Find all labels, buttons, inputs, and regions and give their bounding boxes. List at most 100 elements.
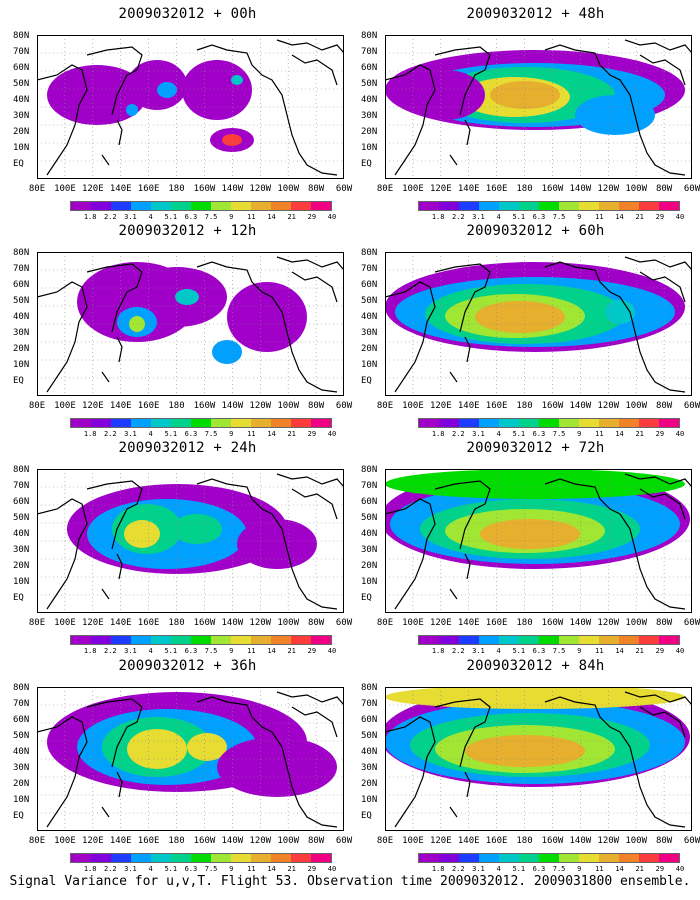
longitude-label: 140E (109, 401, 132, 411)
colorbar-label: 3.1 (472, 430, 485, 438)
variance-map (385, 35, 692, 179)
colorbar-swatch (599, 854, 619, 862)
colorbar-label: 21 (287, 213, 296, 221)
colorbar-swatch (539, 636, 559, 644)
longitude-label: 180 (516, 618, 533, 628)
colorbar-swatch (211, 636, 231, 644)
longitude-label: 140W (569, 184, 592, 194)
longitude-label: 120W (249, 184, 272, 194)
colorbar-label: 2.2 (103, 430, 117, 438)
map-panel: 2009032012 + 00h 80N 70N 60N 50N 40N 30N 20N 10N… (13, 5, 360, 223)
colorbar-label: 40 (327, 647, 337, 655)
coastline (86, 263, 143, 333)
variance-region (187, 733, 227, 761)
latitude-label: 70N (361, 481, 378, 491)
variance-region (172, 514, 222, 544)
panel-title: 2009032012 + 24h (118, 440, 257, 456)
longitude-label: 60W (683, 184, 700, 194)
colorbar-swatch (251, 419, 271, 427)
colorbar-swatch (539, 202, 559, 210)
colorbar-swatch (499, 636, 519, 644)
longitude-label: 100E (402, 184, 424, 194)
colorbar-swatch (271, 202, 291, 210)
longitude-label: 140E (457, 836, 480, 846)
colorbar-swatch (579, 202, 599, 210)
latitude-label: 40N (361, 529, 378, 539)
colorbar-label: 14 (615, 865, 624, 873)
colorbar-swatch (619, 202, 639, 210)
colorbar-swatch (579, 854, 599, 862)
map-panel: 2009032012 + 36h 80N 70N 60N 50N 40N 30N 20N 10N… (13, 657, 360, 875)
colorbar-label: 21 (287, 865, 296, 873)
colorbar-swatch (659, 419, 679, 427)
variance-region (237, 519, 317, 569)
coastline (624, 691, 692, 706)
colorbar-label: 21 (635, 647, 644, 655)
colorbar (418, 853, 680, 863)
map-frame (385, 687, 692, 831)
variance-map (385, 252, 692, 396)
colorbar-label: 4 (496, 647, 501, 655)
longitude-label: 160E (137, 836, 160, 846)
longitude-label: 160W (541, 184, 564, 194)
colorbar-swatch (619, 854, 639, 862)
longitude-label: 120E (81, 184, 104, 194)
colorbar-label: 6.3 (532, 865, 546, 873)
colorbar-label: 11 (247, 865, 256, 873)
colorbar-swatch (291, 419, 311, 427)
longitude-label: 80W (655, 618, 673, 628)
longitude-label: 100W (625, 401, 648, 411)
colorbar-label: 29 (655, 213, 665, 221)
coastline (544, 696, 686, 828)
variance-region (490, 81, 560, 109)
latitude-label: EQ (361, 811, 372, 821)
map-frame (37, 252, 344, 396)
latitude-label: 60N (13, 280, 30, 290)
colorbar-label: 7.5 (552, 430, 566, 438)
colorbar-swatch (599, 419, 619, 427)
latitude-label: 60N (13, 497, 30, 507)
colorbar-label: 2.2 (451, 213, 465, 221)
coastline (434, 698, 491, 768)
coastline (291, 706, 338, 738)
colorbar-label: 7.5 (204, 865, 218, 873)
colorbar-swatch (459, 202, 479, 210)
colorbar-swatch (151, 636, 171, 644)
colorbar-label: 7.5 (204, 430, 218, 438)
coastline (639, 54, 686, 86)
latitude-label: 10N (361, 577, 378, 587)
coastline (544, 478, 686, 610)
map-panel: 2009032012 + 48h 80N 70N 60N 50N 40N 30N 20N 10N… (361, 5, 700, 223)
colorbar-label: 29 (307, 213, 317, 221)
longitude-label: 120E (429, 836, 452, 846)
longitude-label: 140E (457, 618, 480, 628)
longitude-label: 160W (541, 401, 564, 411)
colorbar-label: 4 (148, 647, 153, 655)
colorbar-label: 9 (577, 647, 582, 655)
longitude-label: 140E (457, 401, 480, 411)
panel-title: 2009032012 + 00h (118, 6, 257, 22)
latitude-label: 80N (13, 31, 30, 41)
colorbar-swatch (291, 636, 311, 644)
colorbar-swatch (619, 636, 639, 644)
longitude-label: 120W (249, 618, 272, 628)
longitude-label: 120W (597, 836, 620, 846)
colorbar-swatch (519, 202, 539, 210)
longitude-label: 120E (81, 401, 104, 411)
longitude-label: 180 (168, 184, 185, 194)
colorbar-swatch (111, 202, 131, 210)
variance-region (182, 60, 252, 120)
latitude-label: 10N (361, 795, 378, 805)
longitude-label: 60W (335, 836, 353, 846)
latitude-label: 70N (361, 47, 378, 57)
longitude-label: 80E (376, 618, 394, 628)
colorbar-label: 3.1 (472, 647, 485, 655)
longitude-label: 80W (307, 836, 325, 846)
panel-title: 2009032012 + 60h (466, 223, 605, 239)
latitude-label: 30N (13, 111, 30, 121)
longitude-label: 140W (221, 401, 244, 411)
colorbar-swatch (171, 419, 191, 427)
longitude-label: 100W (277, 836, 300, 846)
longitude-label: 100E (54, 836, 76, 846)
longitude-label: 180 (516, 401, 533, 411)
